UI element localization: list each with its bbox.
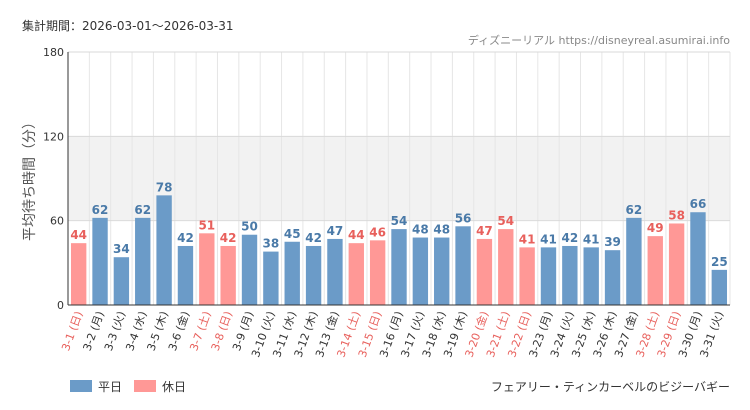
bar	[647, 236, 663, 305]
bar-value-label: 38	[263, 237, 280, 251]
bar-value-label: 42	[177, 231, 194, 245]
bar-value-label: 62	[134, 203, 151, 217]
bar	[391, 229, 407, 305]
bar	[199, 233, 215, 305]
legend-weekday-label: 平日	[98, 380, 122, 394]
bar-value-label: 42	[220, 231, 237, 245]
bar-value-label: 48	[433, 223, 450, 237]
bar-value-label: 41	[519, 232, 536, 246]
bar	[369, 240, 386, 305]
bar-value-label: 41	[540, 232, 557, 246]
bar-value-label: 25	[711, 255, 728, 269]
bar	[626, 217, 642, 305]
bar-value-label: 62	[92, 203, 109, 217]
bar	[711, 269, 728, 305]
bar-value-label: 34	[113, 242, 130, 256]
bar-value-label: 44	[348, 228, 365, 242]
bar	[135, 217, 151, 305]
bar-value-label: 49	[647, 221, 664, 235]
y-axis-label: 平均待ち時間（分）	[22, 115, 38, 241]
bar	[327, 238, 343, 305]
bar-value-label: 51	[198, 218, 215, 232]
grid-layer	[67, 51, 731, 306]
y-axis: 0 60 120 180	[43, 46, 69, 312]
bar	[434, 237, 450, 305]
bar-value-label: 45	[284, 227, 301, 241]
bar-value-label: 41	[583, 232, 600, 246]
period-label: 集計期間：2026-03-01～2026-03-31	[22, 18, 233, 33]
bar-value-label: 39	[604, 235, 621, 249]
y-tick-label: 180	[43, 46, 64, 59]
bar	[540, 247, 557, 305]
bar-value-label: 56	[455, 211, 472, 225]
bar-value-label: 42	[305, 231, 322, 245]
bar	[113, 257, 130, 305]
bar	[476, 238, 493, 305]
source-label: ディズニーリアル https://disneyreal.asumirai.inf…	[468, 33, 730, 47]
bar-value-label: 47	[476, 224, 493, 238]
x-axis: 3-1 (日)3-2 (月)3-3 (火)3-4 (水)3-5 (木)3-6 (…	[59, 309, 726, 359]
bars	[70, 195, 728, 305]
bar	[455, 226, 471, 305]
bar	[562, 245, 578, 305]
legend-holiday-label: 休日	[162, 380, 186, 394]
bar	[70, 243, 87, 305]
y-tick-label: 0	[57, 299, 64, 312]
bar	[498, 229, 514, 305]
band-60-120	[68, 136, 730, 220]
bar-value-label: 44	[70, 228, 87, 242]
bar-value-label: 66	[690, 197, 707, 211]
bar-value-label: 54	[497, 214, 514, 228]
bar	[583, 247, 599, 305]
bar-value-label: 50	[241, 220, 258, 234]
bar	[263, 251, 279, 305]
bar	[156, 195, 172, 305]
bar-value-label: 62	[626, 203, 643, 217]
bar-value-label: 47	[327, 224, 344, 238]
bar-value-label: 46	[369, 225, 386, 239]
bar	[92, 217, 108, 305]
bar	[519, 247, 535, 305]
bar-value-label: 58	[668, 208, 685, 222]
bar	[604, 250, 621, 305]
bar	[284, 241, 300, 305]
value-labels: 44 62 34 62 78 42 51 42 50 38 45 42 47 44 46 54 48 48 56 47…	[70, 180, 727, 268]
bar	[348, 243, 364, 305]
bar	[177, 245, 194, 305]
bar	[668, 223, 685, 305]
attraction-name: フェアリー・ティンカーベルのビジーバギー	[491, 380, 730, 394]
bar	[241, 234, 258, 305]
bar-value-label: 48	[412, 223, 429, 237]
y-tick-label: 120	[43, 130, 64, 143]
bar	[305, 245, 322, 305]
legend-holiday-swatch	[134, 380, 156, 392]
bar-value-label: 78	[156, 180, 173, 194]
bar	[690, 212, 706, 305]
bar-value-label: 54	[391, 214, 408, 228]
bar	[412, 237, 429, 305]
legend-weekday-swatch	[70, 380, 92, 392]
bar	[220, 245, 236, 305]
y-tick-label: 60	[50, 215, 64, 228]
bar-value-label: 42	[561, 231, 578, 245]
